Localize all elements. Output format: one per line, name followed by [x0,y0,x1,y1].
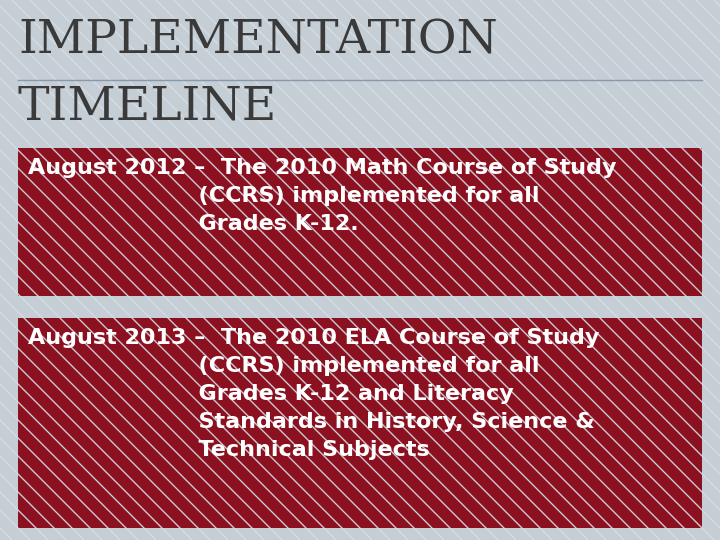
FancyBboxPatch shape [18,148,702,296]
Text: TIMELINE: TIMELINE [18,84,277,129]
Text: August 2013 –  The 2010 ELA Course of Study
                      (CCRS) impleme: August 2013 – The 2010 ELA Course of Stu… [28,328,599,460]
Text: IMPLEMENTATION: IMPLEMENTATION [18,18,498,63]
FancyBboxPatch shape [18,318,702,528]
Text: August 2012 –  The 2010 Math Course of Study
                      (CCRS) implem: August 2012 – The 2010 Math Course of St… [28,158,616,234]
